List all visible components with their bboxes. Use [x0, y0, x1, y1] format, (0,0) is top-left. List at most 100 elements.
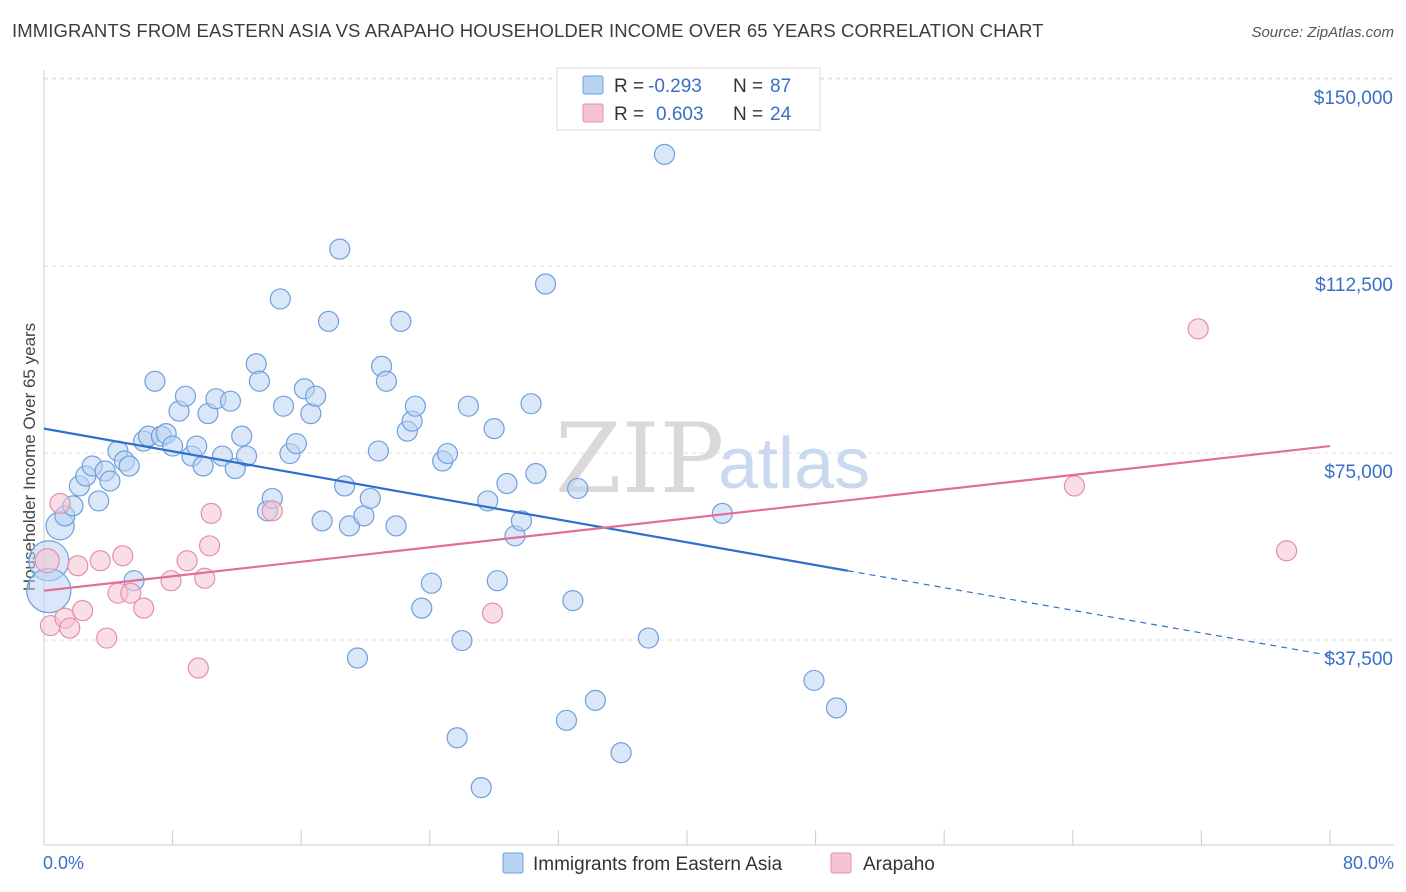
eastern-asia-point	[483, 418, 505, 440]
eastern-asia-point	[99, 470, 121, 492]
arapaho-point	[1275, 540, 1298, 562]
eastern-asia-point	[525, 462, 547, 485]
arapaho-point	[1063, 475, 1086, 497]
eastern-asia-trend-extension	[847, 570, 1331, 657]
eastern-asia-point	[486, 570, 508, 592]
eastern-asia-point	[436, 442, 459, 465]
trend-lines	[43, 427, 1331, 657]
eastern-asia-trend-line	[43, 427, 848, 572]
legend-r-label-2: R =	[614, 104, 644, 125]
eastern-asia-point	[329, 238, 351, 260]
eastern-asia-point	[174, 385, 197, 407]
eastern-asia-point	[317, 310, 340, 332]
eastern-asia-point	[637, 627, 660, 649]
legend-swatch-pink	[582, 103, 604, 123]
arapaho-point	[67, 555, 89, 577]
arapaho-point	[200, 502, 222, 524]
eastern-asia-point	[404, 395, 426, 417]
arapaho-point	[71, 600, 94, 622]
eastern-asia-point	[311, 510, 333, 532]
eastern-asia-point	[269, 288, 291, 310]
eastern-asia-point	[118, 455, 140, 477]
watermark: ZIP atlas	[555, 403, 870, 515]
series-legend-label-1: Immigrants from Eastern Asia	[533, 854, 783, 875]
legend-n-label-2: N =	[733, 104, 763, 125]
eastern-asia-point	[385, 515, 407, 537]
source-label: Source: ZipAtlas.com	[1251, 24, 1394, 41]
eastern-asia-point	[235, 445, 258, 467]
eastern-asia-point	[144, 370, 166, 392]
eastern-asia-point	[231, 425, 253, 447]
eastern-asia-point	[446, 727, 468, 749]
x-axis-ticks	[43, 830, 1331, 845]
eastern-asia-point	[300, 403, 322, 425]
series-legend-swatch-pink	[830, 852, 852, 874]
eastern-asia-point	[334, 475, 356, 497]
eastern-asia-point	[420, 572, 443, 594]
eastern-asia-point	[803, 669, 825, 692]
eastern-asia-point	[285, 432, 307, 455]
eastern-asia-point	[451, 629, 473, 652]
eastern-asia-point	[245, 353, 267, 375]
y-tick-label: $112,500	[1315, 275, 1393, 296]
eastern-asia-point	[653, 143, 676, 165]
arapaho-point	[1187, 318, 1209, 340]
eastern-asia-point	[219, 390, 242, 412]
eastern-asia-point	[248, 370, 271, 392]
eastern-asia-point	[584, 689, 606, 711]
series-arapaho-points	[34, 318, 1298, 679]
arapaho-point	[160, 570, 182, 592]
series-legend: Immigrants from Eastern Asia Arapaho	[502, 852, 935, 875]
eastern-asia-point	[305, 385, 327, 407]
legend-r-label-1: R =	[614, 76, 644, 97]
arapaho-point	[481, 602, 504, 624]
x-axis-start-label: 0.0%	[43, 853, 84, 873]
arapaho-point	[96, 627, 118, 649]
arapaho-point	[34, 548, 60, 574]
eastern-asia-point	[367, 440, 389, 462]
eastern-asia-point	[338, 515, 361, 537]
eastern-asia-point	[496, 472, 518, 495]
arapaho-point	[176, 550, 198, 572]
legend-n-label-1: N =	[733, 76, 763, 97]
arapaho-point	[49, 492, 71, 515]
arapaho-point	[198, 535, 221, 557]
eastern-asia-point	[359, 487, 381, 510]
series-legend-swatch-blue	[502, 852, 524, 874]
stats-legend: R = -0.293 N = 87 R = 0.603 N = 24	[556, 67, 821, 131]
y-tick-label: $37,500	[1324, 649, 1393, 670]
eastern-asia-point	[346, 647, 369, 669]
eastern-asia-point	[375, 370, 397, 392]
eastern-asia-point	[88, 490, 110, 512]
arapaho-point	[120, 582, 142, 604]
chart-title: IMMIGRANTS FROM EASTERN ASIA VS ARAPAHO …	[12, 20, 1044, 41]
arapaho-point	[112, 545, 134, 567]
y-axis-label: Householder Income Over 65 years	[20, 323, 39, 591]
legend-r-value-2: 0.603	[656, 104, 704, 125]
arapaho-point	[187, 657, 209, 679]
watermark-atlas: atlas	[718, 424, 870, 504]
eastern-asia-point	[457, 395, 479, 417]
y-tick-label: $150,000	[1314, 88, 1393, 109]
legend-r-value-1: -0.293	[648, 76, 702, 97]
eastern-asia-point	[186, 435, 208, 457]
arapaho-point	[261, 500, 283, 522]
eastern-asia-point	[562, 590, 584, 612]
eastern-asia-point	[470, 777, 492, 799]
y-tick-label: $75,000	[1324, 462, 1393, 483]
arapaho-point	[89, 550, 111, 572]
eastern-asia-point	[610, 742, 632, 764]
eastern-asia-point	[520, 393, 542, 415]
eastern-asia-point	[567, 477, 589, 500]
eastern-asia-point	[390, 310, 412, 332]
arapaho-point	[133, 597, 155, 619]
arapaho-trend-line	[43, 444, 1331, 592]
legend-n-value-1: 87	[770, 76, 791, 97]
eastern-asia-point	[411, 597, 433, 619]
eastern-asia-point	[510, 510, 533, 532]
series-legend-label-2: Arapaho	[863, 854, 935, 875]
x-axis-end-label: 80.0%	[1343, 853, 1394, 873]
eastern-asia-point	[555, 709, 578, 731]
y-tick-labels: $150,000 $112,500 $75,000 $37,500	[1314, 88, 1393, 670]
